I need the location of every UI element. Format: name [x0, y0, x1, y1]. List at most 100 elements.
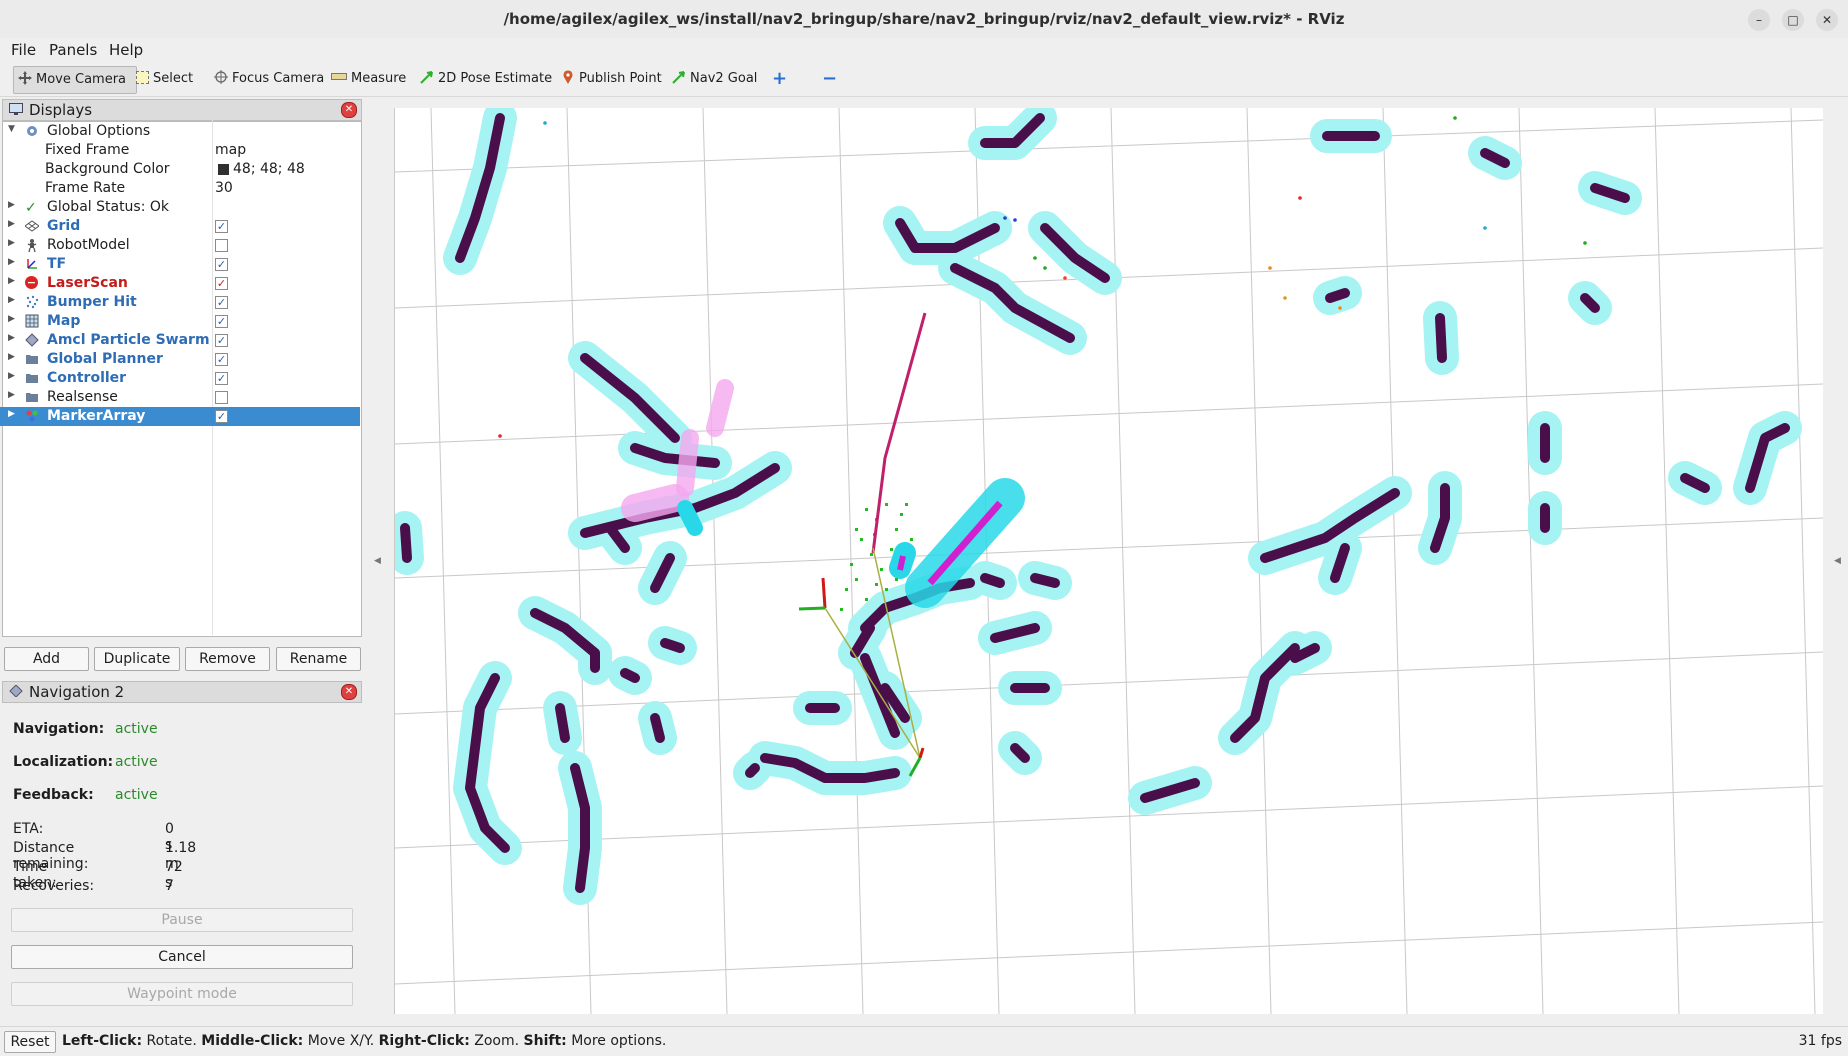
map-canvas[interactable]: [395, 108, 1823, 1014]
maximize-icon[interactable]: □: [1782, 9, 1804, 31]
row-name: MarkerArray: [47, 408, 146, 424]
collapsed-arrow-icon[interactable]: ▶: [8, 219, 15, 229]
expanded-arrow-icon[interactable]: ▼: [8, 124, 15, 134]
tf-checkbox[interactable]: ✓: [215, 258, 228, 271]
cancel-button[interactable]: Cancel: [11, 945, 353, 969]
tree-row-global-planner[interactable]: ▶ Global Planner ✓: [0, 350, 360, 369]
row-name: Amcl Particle Swarm: [47, 332, 210, 348]
fps-counter: 31 fps: [1798, 1033, 1842, 1049]
row-name: Map: [47, 313, 81, 329]
tree-row-bumper-hit[interactable]: ▶ Bumper Hit ✓: [0, 293, 360, 312]
markerarray-checkbox[interactable]: ✓: [215, 410, 228, 423]
collapsed-arrow-icon[interactable]: ▶: [8, 314, 15, 324]
displays-close-icon[interactable]: ✕: [341, 102, 357, 118]
tree-row-amcl-particle-swarm[interactable]: ▶ Amcl Particle Swarm ✓: [0, 331, 360, 350]
focus-camera-label: Focus Camera: [232, 71, 325, 86]
local-costmap: [621, 379, 1025, 608]
measure-tool[interactable]: Measure: [327, 66, 410, 92]
controller-checkbox[interactable]: ✓: [215, 372, 228, 385]
tree-row-realsense[interactable]: ▶ Realsense: [0, 388, 360, 407]
navigation-title: Navigation 2: [29, 683, 125, 701]
tree-row-tf[interactable]: ▶ TF ✓: [0, 255, 360, 274]
right-splitter-arrow-icon[interactable]: ◀: [1834, 556, 1841, 566]
collapsed-arrow-icon[interactable]: ▶: [8, 238, 15, 248]
pose-estimate-tool[interactable]: 2D Pose Estimate: [416, 66, 556, 92]
stat-key: Time taken:: [13, 859, 57, 891]
collapsed-arrow-icon[interactable]: ▶: [8, 371, 15, 381]
stat-key: Distance remaining:: [13, 840, 89, 872]
tree-row-global-options[interactable]: ▼ Global Options: [0, 122, 360, 141]
waypoint-mode-button[interactable]: Waypoint mode: [11, 982, 353, 1006]
collapsed-arrow-icon[interactable]: ▶: [8, 390, 15, 400]
focus-camera-tool[interactable]: Focus Camera: [210, 66, 328, 92]
robotmodel-checkbox[interactable]: [215, 239, 228, 252]
move-camera-tool[interactable]: Move Camera: [13, 66, 137, 94]
grid-checkbox[interactable]: ✓: [215, 220, 228, 233]
bumper-hit-checkbox[interactable]: ✓: [215, 296, 228, 309]
fixed-frame-value[interactable]: map: [215, 142, 247, 158]
collapsed-arrow-icon[interactable]: ▶: [8, 200, 15, 210]
tree-row-grid[interactable]: ▶ Grid ✓: [0, 217, 360, 236]
add-display-button[interactable]: Add: [4, 647, 89, 671]
nav2-goal-tool[interactable]: Nav2 Goal: [668, 66, 761, 92]
pause-button[interactable]: Pause: [11, 908, 353, 932]
collapsed-arrow-icon[interactable]: ▶: [8, 409, 15, 419]
menu-help[interactable]: Help: [109, 41, 144, 59]
tree-row-robotmodel[interactable]: ▶ RobotModel: [0, 236, 360, 255]
remove-display-button[interactable]: Remove: [185, 647, 270, 671]
menu-panels[interactable]: Panels: [49, 41, 98, 59]
status-key: Feedback:: [13, 787, 94, 803]
left-splitter-arrow-icon[interactable]: ◀: [374, 556, 381, 566]
collapsed-arrow-icon[interactable]: ▶: [8, 257, 15, 267]
select-label: Select: [153, 71, 194, 86]
tree-row-global-status[interactable]: ▶ ✓ Global Status: Ok: [0, 198, 360, 217]
add-tool-icon[interactable]: +: [772, 68, 788, 89]
duplicate-display-button[interactable]: Duplicate: [94, 647, 180, 671]
global-plan-path: [871, 312, 927, 554]
status-value: active: [115, 754, 158, 770]
global-planner-checkbox[interactable]: ✓: [215, 353, 228, 366]
background-color-value[interactable]: 48; 48; 48: [233, 161, 305, 177]
tree-row-background-color[interactable]: Background Color 48; 48; 48: [0, 160, 360, 179]
close-window-icon[interactable]: ✕: [1816, 9, 1838, 31]
menu-file[interactable]: File: [11, 41, 37, 59]
minimize-icon[interactable]: –: [1748, 9, 1770, 31]
row-name: Realsense: [47, 389, 118, 405]
amcl-checkbox[interactable]: ✓: [215, 334, 228, 347]
frame-rate-value[interactable]: 30: [215, 180, 233, 196]
tree-row-laserscan[interactable]: ▶ − LaserScan ✓: [0, 274, 360, 293]
tree-row-map[interactable]: ▶ Map ✓: [0, 312, 360, 331]
rename-display-button[interactable]: Rename: [276, 647, 361, 671]
goal-arrow-icon: [672, 71, 685, 84]
collapsed-arrow-icon[interactable]: ▶: [8, 276, 15, 286]
hint-text: Move X/Y.: [307, 1033, 375, 1049]
collapsed-arrow-icon[interactable]: ▶: [8, 333, 15, 343]
map-grid-icon: [25, 314, 39, 328]
color-swatch: [218, 164, 229, 175]
measure-icon: [331, 73, 347, 80]
displays-title: Displays: [29, 101, 93, 119]
stat-value: 72 s: [165, 859, 183, 891]
row-name: RobotModel: [47, 237, 130, 253]
reset-button[interactable]: Reset: [4, 1031, 56, 1053]
error-icon: −: [25, 276, 38, 289]
render-view[interactable]: [394, 108, 1823, 1014]
realsense-checkbox[interactable]: [215, 391, 228, 404]
collapsed-arrow-icon[interactable]: ▶: [8, 295, 15, 305]
map-checkbox[interactable]: ✓: [215, 315, 228, 328]
row-name: Global Planner: [47, 351, 163, 367]
tree-row-controller[interactable]: ▶ Controller ✓: [0, 369, 360, 388]
remove-tool-icon[interactable]: −: [822, 68, 838, 89]
select-tool[interactable]: Select: [132, 66, 212, 92]
navigation-close-icon[interactable]: ✕: [341, 684, 357, 700]
collapsed-arrow-icon[interactable]: ▶: [8, 352, 15, 362]
robot-icon: [27, 239, 37, 252]
laserscan-checkbox[interactable]: ✓: [215, 277, 228, 290]
hint-key: Shift:: [523, 1033, 567, 1049]
publish-point-tool[interactable]: Publish Point: [557, 66, 666, 92]
tree-row-frame-rate[interactable]: Frame Rate 30: [0, 179, 360, 198]
grid-lines: [395, 108, 1823, 1014]
tree-row-markerarray[interactable]: ▶ MarkerArray ✓: [0, 407, 360, 426]
tree-row-fixed-frame[interactable]: Fixed Frame map: [0, 141, 360, 160]
hint-text: More options.: [571, 1033, 667, 1049]
